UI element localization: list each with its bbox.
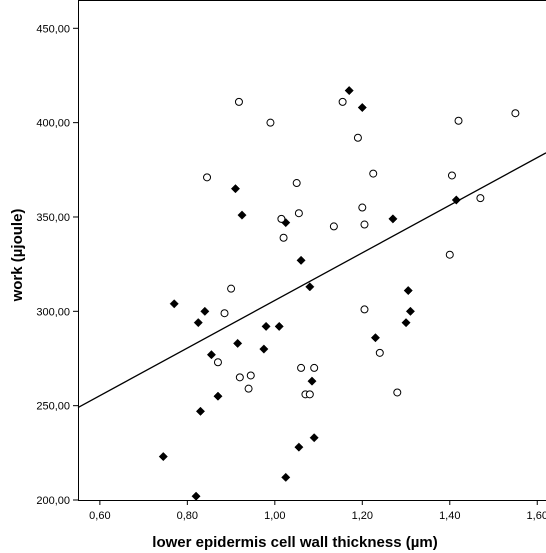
y-tick-label: 200,00 [36,495,70,507]
data-point-circle [203,173,212,182]
data-point-circle [358,203,367,212]
data-point-diamond [401,318,411,328]
data-point-circle [310,363,319,372]
data-point-circle [297,363,306,372]
data-point-diamond [193,318,203,328]
regression-line [77,152,546,409]
data-point-diamond [344,86,354,96]
data-point-circle [266,118,275,127]
data-point-circle [369,169,378,178]
data-point-diamond [261,321,271,331]
data-point-diamond [388,214,398,224]
data-point-circle [360,305,369,314]
data-point-circle [445,250,454,259]
data-point-diamond [233,338,243,348]
data-point-circle [454,116,463,125]
x-tick-label: 1,40 [439,510,460,522]
data-point-diamond [305,282,315,292]
data-point-circle [234,97,243,106]
data-point-diamond [158,452,168,462]
data-point-circle [213,358,222,367]
data-point-diamond [195,406,206,416]
data-point-circle [329,222,338,231]
data-point-diamond [230,184,241,194]
x-tick-label: 1,60 [527,510,546,522]
axis-ticks: 0,60 0,80 1,00 1,20 1,40 1,60 200,00 250,00 300,… [36,23,546,522]
data-point-circle [235,373,244,382]
y-tick-label: 250,00 [36,401,70,413]
data-point-diamond [237,210,247,220]
data-point-circle [292,179,301,188]
data-point-diamond [405,306,415,316]
data-point-diamond [403,286,413,296]
data-point-circle [353,133,362,142]
regression-line-layer [77,152,546,409]
data-point-diamond [370,333,380,343]
x-tick-label: 0,80 [177,510,198,522]
plot-frame [78,0,546,501]
data-point-diamond [309,433,319,443]
x-tick-label: 1,00 [264,510,285,522]
data-point-diamond [191,491,201,501]
x-axis-title: lower epidermis cell wall thickness (µm) [152,534,437,551]
y-tick-label: 350,00 [36,212,70,224]
data-point-diamond [200,306,210,316]
y-axis-title: work (µjoule) [9,209,26,303]
data-point-diamond [451,195,461,205]
data-point-diamond [169,299,179,309]
x-tick-label: 0,60 [89,510,110,522]
y-tick-label: 300,00 [36,306,70,318]
data-point-circle [338,97,347,106]
y-tick-label: 400,00 [36,118,70,130]
data-point-circle [447,171,456,180]
data-point-diamond [296,255,306,265]
data-point-circle [360,220,369,229]
data-point-circle [294,209,303,218]
data-point-diamond [294,442,304,452]
data-point-circle [375,348,384,357]
data-point-circle [227,284,236,293]
data-point-diamond [259,344,269,354]
data-point-diamond [357,102,367,113]
x-tick-label: 1,20 [352,510,373,522]
y-tick-label: 450,00 [36,23,70,35]
data-point-circle [277,214,286,223]
data-point-circle [476,194,485,203]
data-point-circle [244,384,253,393]
data-point-diamond [274,321,284,331]
data-point-diamond [213,391,223,401]
data-point-circle [393,388,402,397]
data-point-circle [220,309,229,318]
data-point-diamond [307,376,317,386]
data-point-diamond [281,472,291,482]
data-points [158,86,520,501]
data-point-circle [279,233,288,242]
data-point-circle [511,109,520,118]
data-point-diamond [206,350,216,360]
data-point-circle [246,371,255,380]
data-point-circle [305,390,314,399]
